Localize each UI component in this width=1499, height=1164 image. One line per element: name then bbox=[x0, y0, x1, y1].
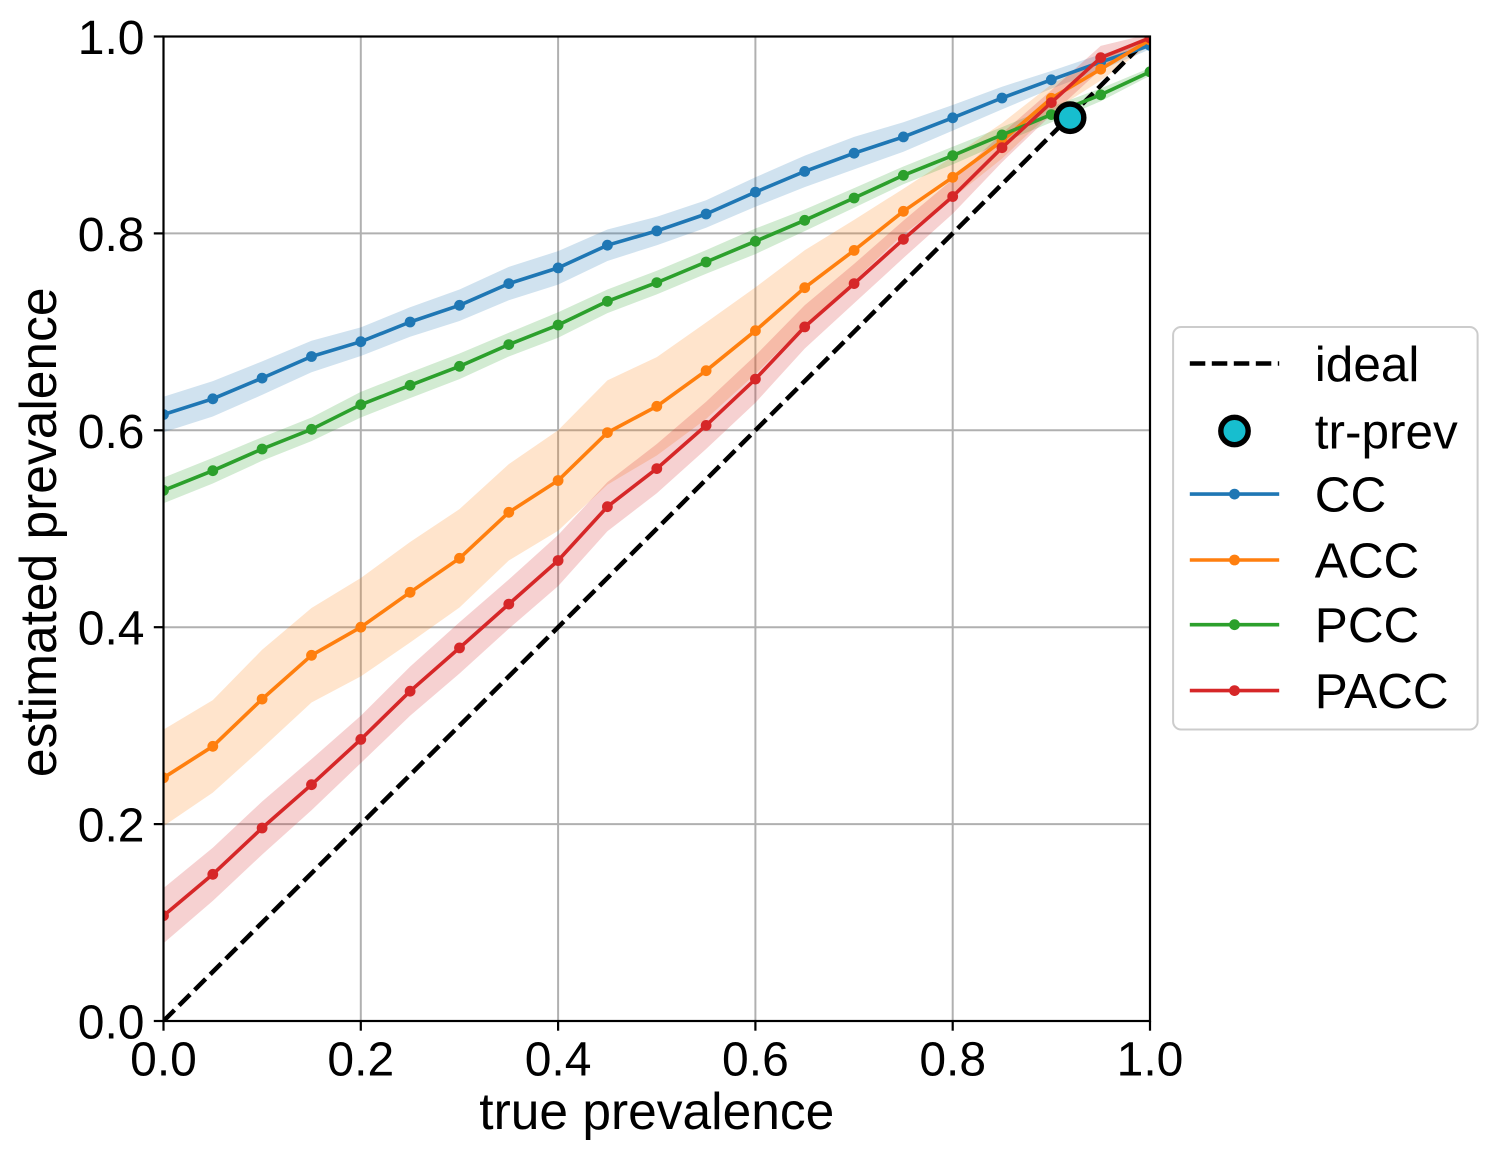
svg-text:true prevalence: true prevalence bbox=[479, 1082, 834, 1140]
svg-text:1.0: 1.0 bbox=[1117, 1034, 1184, 1087]
svg-text:PCC: PCC bbox=[1315, 598, 1420, 653]
svg-text:0.6: 0.6 bbox=[78, 406, 145, 459]
svg-text:0.2: 0.2 bbox=[78, 800, 145, 853]
svg-text:0.0: 0.0 bbox=[78, 997, 145, 1050]
svg-text:0.4: 0.4 bbox=[525, 1034, 592, 1087]
svg-text:0.8: 0.8 bbox=[78, 209, 145, 262]
svg-text:tr-prev: tr-prev bbox=[1315, 405, 1458, 460]
svg-text:0.8: 0.8 bbox=[919, 1034, 986, 1087]
svg-text:ACC: ACC bbox=[1315, 534, 1420, 589]
svg-text:0.4: 0.4 bbox=[78, 603, 145, 656]
svg-text:estimated prevalence: estimated prevalence bbox=[9, 288, 67, 778]
svg-text:0.6: 0.6 bbox=[722, 1034, 789, 1087]
svg-text:PACC: PACC bbox=[1315, 664, 1449, 719]
svg-text:ideal: ideal bbox=[1315, 337, 1420, 392]
svg-text:CC: CC bbox=[1315, 468, 1387, 523]
svg-text:0.0: 0.0 bbox=[130, 1034, 197, 1087]
svg-text:1.0: 1.0 bbox=[78, 12, 145, 65]
svg-text:0.2: 0.2 bbox=[327, 1034, 394, 1087]
